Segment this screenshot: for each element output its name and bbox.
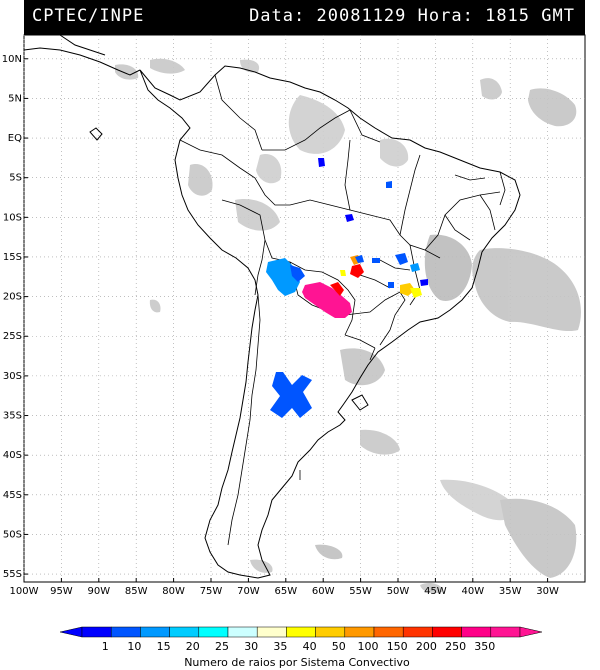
lat-label: 10S <box>3 212 22 223</box>
lon-label: 35W <box>499 586 522 597</box>
lat-label: 55S <box>3 569 22 580</box>
lon-label: 45W <box>424 586 447 597</box>
lon-label: 40W <box>461 586 484 597</box>
system-paraguay-brazil <box>302 282 352 318</box>
timezone-label: GMT <box>541 6 575 26</box>
lat-label: 40S <box>3 450 22 461</box>
lat-label: EQ <box>8 133 22 144</box>
lat-label: 20S <box>3 292 22 303</box>
satellite-clouds <box>115 58 581 594</box>
coastline <box>23 34 521 579</box>
lat-label: 25S <box>3 331 22 342</box>
system-mato-grosso <box>350 264 364 278</box>
lat-label: 15S <box>3 252 22 263</box>
latitude-labels: 10N 5N EQ 5S 10S 15S 20S 25S 30S 35S 40S 45S 50S 55S <box>2 54 22 580</box>
lon-label: 55W <box>349 586 372 597</box>
lat-label: 5S <box>9 173 22 184</box>
lat-label: 50S <box>3 529 22 540</box>
lon-label: 100W <box>10 586 39 597</box>
lon-label: 70W <box>237 586 260 597</box>
lon-label: 90W <box>87 586 110 597</box>
lon-label: 85W <box>125 586 148 597</box>
lon-label: 50W <box>387 586 410 597</box>
system-argentina <box>270 372 312 418</box>
lon-label: 30W <box>536 586 559 597</box>
lat-label: 10N <box>2 54 22 65</box>
convective-systems <box>266 158 428 418</box>
date-value: 20081129 <box>316 6 407 26</box>
date-label: Data: <box>249 6 306 26</box>
lat-label: 35S <box>3 411 22 422</box>
lon-label: 65W <box>274 586 297 597</box>
header-bar: CPTEC/INPE Data: 20081129 Hora: 1815 GMT <box>24 0 585 35</box>
lat-label: 5N <box>8 93 22 104</box>
longitude-labels: 100W 95W 90W 85W 80W 75W 70W 65W 60W 55W 50W 45W 40W… <box>10 586 560 597</box>
lon-label: 95W <box>50 586 73 597</box>
lon-label: 75W <box>200 586 223 597</box>
lon-label: 80W <box>162 586 185 597</box>
timestamp-label: Data: 20081129 Hora: 1815 GMT <box>249 6 575 26</box>
hour-label: Hora: <box>417 6 474 26</box>
lon-label: 60W <box>312 586 335 597</box>
lat-label: 45S <box>3 490 22 501</box>
lat-label: 30S <box>3 371 22 382</box>
organization-label: CPTEC/INPE <box>32 6 145 26</box>
hour-value: 1815 <box>485 6 531 26</box>
